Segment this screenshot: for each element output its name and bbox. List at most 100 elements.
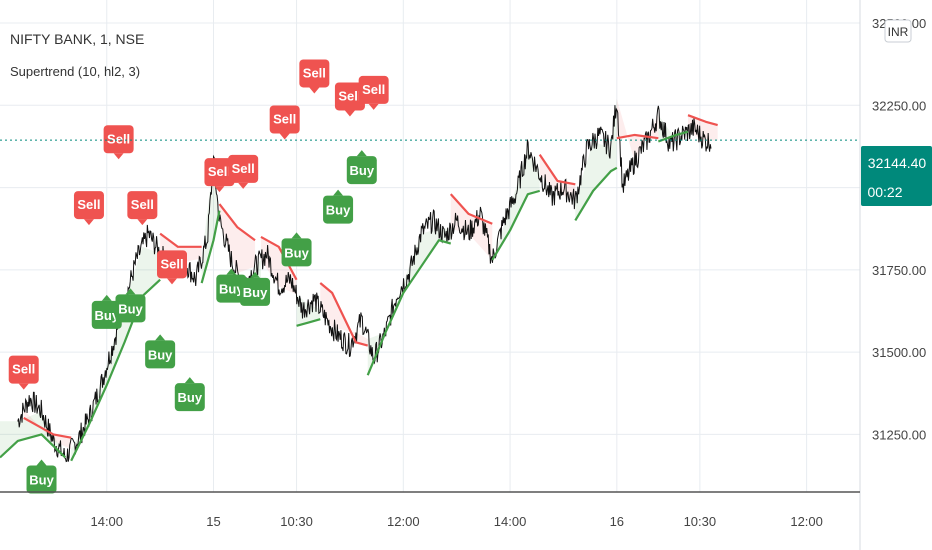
time-tick-label: 15 [206, 514, 220, 529]
supertrend-up-line [70, 278, 161, 462]
sell-signal-pointer [18, 383, 29, 390]
sell-signal-pointer [137, 219, 148, 226]
time-tick-label: 10:30 [280, 514, 313, 529]
buy-signal-box[interactable] [281, 238, 312, 267]
last-price-value: 32144.40 [868, 155, 927, 171]
supertrend-down-line [218, 203, 256, 242]
grid [0, 0, 860, 492]
price-line [17, 105, 712, 463]
buy-signal-box[interactable] [26, 465, 57, 494]
sell-signal-box[interactable] [157, 250, 187, 279]
buy-signal-pointer [184, 377, 195, 384]
sell-signal[interactable]: Sell [299, 59, 330, 94]
sell-signal-box[interactable] [269, 105, 300, 134]
buy-signal[interactable]: Buy [26, 459, 57, 494]
buy-signal-box[interactable] [323, 195, 354, 224]
supertrend-down-line [159, 232, 202, 248]
buy-signal[interactable]: Buy [240, 271, 271, 306]
buy-signal-box[interactable] [145, 340, 176, 369]
buy-signal-label: Buy [148, 347, 173, 362]
supertrend-down-line [616, 133, 659, 140]
buy-signal-box[interactable] [216, 274, 247, 303]
sell-signal-label: Sell [208, 164, 231, 179]
supertrend-down-line [319, 282, 369, 347]
last-price-badge [861, 146, 932, 206]
sell-signal-box[interactable] [73, 191, 104, 220]
supertrend-up-line [296, 318, 321, 327]
uptrend-fill [575, 98, 617, 221]
supertrend-up-line [200, 210, 221, 284]
buy-signal-box[interactable] [346, 156, 377, 185]
time-tick-label: 14:00 [90, 514, 123, 529]
buy-signal-pointer [250, 271, 261, 278]
time-tick-label: 16 [610, 514, 624, 529]
supertrend-down-line [260, 235, 298, 281]
time-tick-label: 12:00 [387, 514, 420, 529]
sell-signal[interactable]: Sell [157, 250, 187, 285]
supertrend-up-line [0, 433, 67, 459]
supertrend-up-line [491, 189, 541, 261]
sell-signal[interactable]: Sell [269, 105, 300, 140]
sell-signal-box[interactable] [299, 59, 330, 88]
downtrend-fill [320, 283, 368, 346]
sell-signal-box[interactable] [334, 82, 365, 111]
signal-markers[interactable]: Sell Buy Sell Buy Sell Buy Sell Buy Sell Buy Sell B… [8, 59, 389, 494]
sell-signal[interactable]: Sell [358, 75, 389, 110]
price-tick-label: 32250.00 [872, 98, 926, 113]
currency-button-frame[interactable] [884, 19, 912, 43]
buy-signal[interactable]: Buy [115, 288, 146, 323]
sell-signal-box[interactable] [127, 191, 158, 220]
time-tick-label: 12:00 [790, 514, 823, 529]
buy-signal[interactable]: Buy [346, 150, 377, 185]
buy-signal-label: Buy [243, 285, 268, 300]
buy-signal-box[interactable] [115, 294, 146, 323]
supertrend-up-line [574, 166, 618, 222]
sell-signal-pointer [309, 87, 320, 94]
time-tick-label: 10:30 [684, 514, 717, 529]
sell-signal[interactable]: Sell [73, 191, 104, 226]
buy-signal-pointer [125, 288, 136, 295]
sell-signal-label: Sell [131, 197, 154, 212]
buy-signal[interactable]: Buy [91, 294, 122, 329]
buy-signal-label: Buy [326, 203, 351, 218]
buy-signal[interactable]: Buy [323, 189, 354, 224]
buy-signal-box[interactable] [174, 383, 205, 412]
buy-signal-label: Buy [29, 472, 54, 487]
price-tick-label: 31500.00 [872, 345, 926, 360]
sell-signal-pointer [113, 153, 124, 160]
sell-signal[interactable]: Sell [228, 154, 259, 189]
supertrend-down-line [687, 114, 718, 127]
sell-signal[interactable]: Sell [8, 355, 39, 390]
time-axis[interactable]: 14:00 15 10:30 12:00 14:00 16 10:30 12:00 [90, 514, 822, 529]
buy-signal-box[interactable] [240, 277, 271, 306]
sell-signal-label: Sell [160, 256, 183, 271]
downtrend-fill [616, 98, 659, 162]
buy-signal-label: Buy [284, 245, 309, 260]
sell-signal-box[interactable] [204, 158, 235, 187]
uptrend-fill [0, 411, 66, 458]
currency-button[interactable]: INR [884, 19, 912, 43]
sell-signal-box[interactable] [358, 75, 389, 104]
currency-label[interactable]: INR [888, 25, 909, 39]
sell-signal[interactable]: Sell [103, 125, 134, 160]
buy-signal[interactable]: Buy [281, 232, 312, 267]
sell-signal-label: Sell [362, 82, 385, 97]
supertrend-down-line [449, 193, 493, 225]
buy-signal-box[interactable] [91, 300, 122, 329]
sell-signal-box[interactable] [8, 355, 39, 384]
sell-signal[interactable]: Sell [334, 82, 365, 117]
sell-signal-box[interactable] [103, 125, 134, 154]
sell-signal-pointer [368, 103, 379, 110]
buy-signal[interactable]: Buy [174, 377, 205, 412]
downtrend-fill [23, 409, 72, 450]
buy-signal[interactable]: Buy [145, 334, 176, 369]
buy-signal-pointer [356, 150, 367, 157]
buy-signal[interactable]: Buy [216, 268, 247, 303]
sell-signal-box[interactable] [228, 154, 259, 183]
sell-signal[interactable]: Sell [127, 191, 158, 226]
sell-signal[interactable]: Sell [204, 158, 235, 193]
buy-signal-pointer [291, 232, 302, 239]
sell-signal-pointer [167, 278, 177, 285]
